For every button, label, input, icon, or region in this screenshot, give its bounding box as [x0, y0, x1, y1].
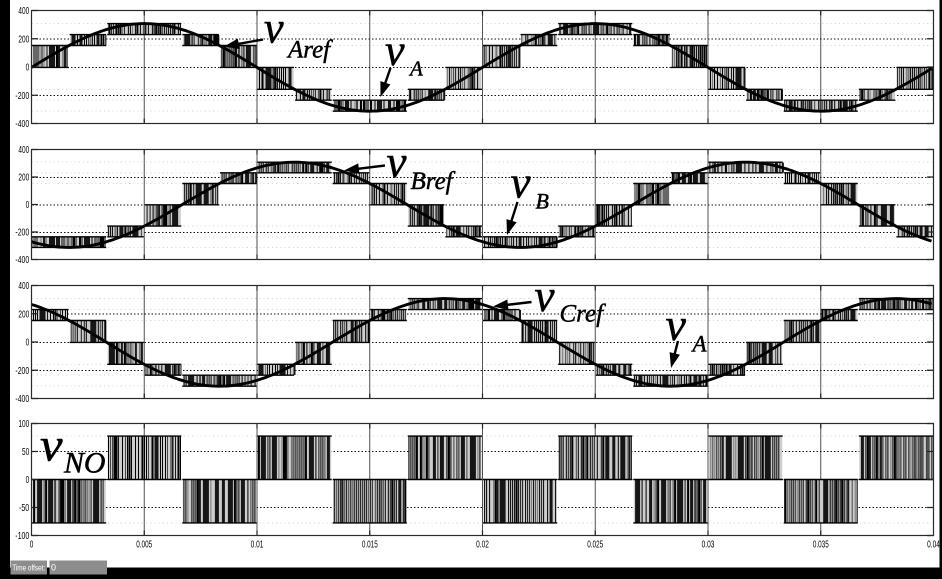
svg-text:v: v [40, 420, 63, 472]
svg-text:v: v [387, 137, 407, 187]
svg-text:0: 0 [26, 337, 30, 349]
svg-text:B: B [536, 189, 549, 214]
svg-text:0.025: 0.025 [587, 538, 603, 550]
svg-text:Time offset:: Time offset: [12, 563, 45, 572]
svg-text:v: v [264, 4, 284, 53]
svg-text:0: 0 [26, 199, 30, 211]
svg-text:v: v [385, 26, 405, 75]
svg-text:-200: -200 [15, 365, 29, 377]
svg-text:0: 0 [51, 563, 56, 573]
svg-text:400: 400 [18, 5, 29, 17]
svg-text:A: A [408, 57, 423, 81]
svg-text:Aref: Aref [286, 37, 333, 64]
svg-text:A: A [691, 332, 708, 357]
svg-text:-50: -50 [19, 502, 29, 514]
svg-text:400: 400 [18, 280, 29, 292]
svg-text:NO: NO [63, 447, 105, 480]
svg-text:-200: -200 [15, 90, 29, 102]
svg-text:v: v [666, 299, 687, 350]
svg-text:-400: -400 [15, 393, 29, 405]
svg-text:Cref: Cref [560, 301, 607, 328]
svg-text:Bref: Bref [411, 168, 456, 195]
svg-text:0.03: 0.03 [702, 538, 715, 550]
svg-text:v: v [535, 271, 555, 321]
svg-text:-100: -100 [15, 530, 29, 542]
svg-text:-200: -200 [15, 227, 29, 239]
svg-text:50: 50 [22, 446, 29, 458]
svg-text:0.04: 0.04 [927, 538, 940, 550]
svg-text:-400: -400 [15, 254, 29, 266]
svg-text:200: 200 [18, 308, 29, 320]
svg-text:0.02: 0.02 [476, 538, 489, 550]
svg-text:0: 0 [30, 538, 34, 550]
svg-text:v: v [511, 158, 531, 208]
svg-text:0.015: 0.015 [362, 538, 378, 550]
svg-text:200: 200 [18, 172, 29, 184]
svg-text:100: 100 [18, 418, 29, 430]
svg-text:0: 0 [26, 62, 30, 74]
svg-text:-400: -400 [15, 118, 29, 130]
svg-text:400: 400 [18, 144, 29, 156]
svg-text:0: 0 [26, 474, 30, 486]
svg-text:0.01: 0.01 [251, 538, 264, 550]
svg-text:0.005: 0.005 [136, 538, 152, 550]
svg-text:200: 200 [18, 34, 29, 46]
svg-text:0.035: 0.035 [813, 538, 829, 550]
